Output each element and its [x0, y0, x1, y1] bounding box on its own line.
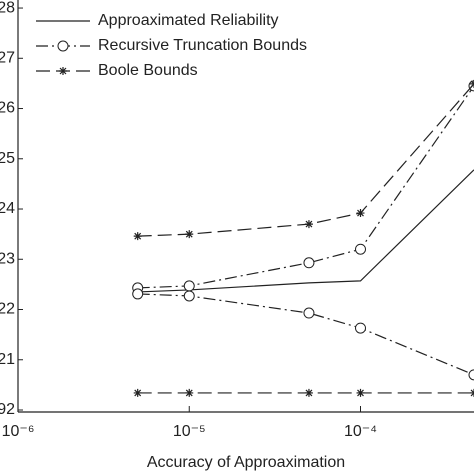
marker — [303, 257, 315, 269]
y-tick-label: 27 — [0, 50, 15, 67]
marker — [183, 280, 195, 292]
marker — [133, 388, 142, 397]
x-axis-label: Accuracy of Approaximation — [147, 454, 345, 471]
marker — [356, 209, 365, 218]
legend-label: Approaximated Reliability — [98, 12, 279, 29]
marker — [303, 307, 315, 319]
x-tick-label: 10⁻⁶ — [2, 423, 35, 440]
legend-marker — [57, 40, 69, 52]
y-tick-label: 26 — [0, 100, 15, 117]
y-tick-label: 23 — [0, 250, 15, 267]
marker — [470, 388, 474, 397]
y-tick-label: 92 — [0, 401, 15, 418]
data-line — [137, 169, 474, 293]
marker — [355, 322, 367, 334]
data-line — [137, 293, 474, 376]
marker — [304, 388, 313, 397]
marker — [355, 243, 367, 255]
data-line — [137, 83, 474, 237]
marker — [185, 230, 194, 239]
marker — [133, 232, 142, 241]
legend-label: Recursive Truncation Bounds — [98, 37, 307, 54]
marker — [185, 388, 194, 397]
y-tick-label: 28 — [0, 0, 15, 16]
y-tick-label: 25 — [0, 150, 15, 167]
x-tick-label: 10⁻⁵ — [173, 423, 206, 440]
marker — [468, 369, 474, 381]
legend-marker — [59, 67, 67, 75]
legend-label: Boole Bounds — [98, 62, 198, 79]
y-tick-label: 21 — [0, 351, 15, 368]
y-tick-label: 24 — [0, 200, 15, 217]
marker — [304, 220, 313, 229]
marker — [356, 388, 365, 397]
y-tick-label: 22 — [0, 301, 15, 318]
marker — [132, 288, 144, 300]
marker — [183, 290, 195, 302]
x-tick-label: 10⁻⁴ — [344, 423, 377, 440]
data-line — [137, 85, 474, 289]
